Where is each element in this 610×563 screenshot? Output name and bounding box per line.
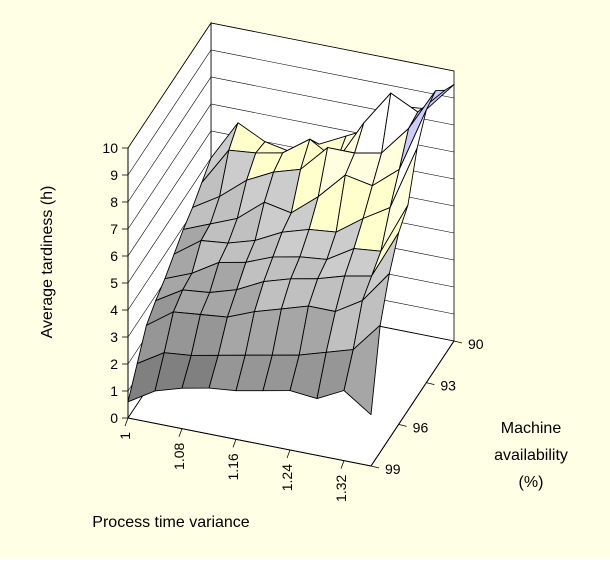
z-tick-label: 1 (110, 383, 118, 399)
z-tick-label: 10 (102, 140, 118, 156)
y-tick (398, 423, 407, 427)
axis-edges (127, 148, 455, 467)
y-axis-title-line-3: (%) (519, 474, 544, 491)
y-axis-title-line-1: Machine (501, 420, 562, 437)
x-tick (178, 428, 183, 437)
y-tick-label: 96 (413, 419, 429, 435)
z-tick-label: 9 (110, 167, 118, 183)
z-tick-label: 8 (110, 194, 118, 210)
y-tick-label: 99 (385, 461, 401, 477)
x-tick (286, 449, 291, 459)
x-tick-label: 1.32 (333, 474, 349, 501)
surface-plot (127, 84, 455, 416)
y-tick (426, 382, 435, 386)
x-tick (340, 460, 345, 469)
axis-labels: Average tardiness (h) Process time varia… (39, 186, 568, 531)
surface-cell (343, 324, 381, 416)
y-axis-title-line-2: availability (494, 447, 568, 464)
x-tick (124, 417, 129, 427)
x-tick-label: 1.08 (171, 442, 187, 469)
z-gridline (127, 76, 455, 203)
y-tick-label: 93 (440, 378, 456, 394)
z-tick-label: 6 (110, 248, 118, 264)
y-tick-label: 90 (468, 336, 484, 352)
z-gridline (127, 22, 455, 149)
z-tick-label: 3 (110, 329, 118, 345)
y-tick (453, 340, 463, 344)
z-axis-title: Average tardiness (h) (39, 186, 56, 339)
z-tick-label: 4 (110, 302, 118, 318)
z-tick-label: 5 (110, 275, 118, 291)
x-tick-label: 1.24 (279, 464, 295, 491)
y-tick (370, 465, 380, 469)
x-tick (232, 439, 237, 448)
chart-axes: 0 1 2 3 4 5 6 7 8 9 10 1 1.08 1.16 1.24 1.32 90 93 96 99 (102, 140, 483, 502)
x-axis-title: Process time variance (92, 514, 249, 531)
z-tick-label: 2 (110, 356, 118, 372)
z-gridline (127, 49, 455, 176)
x-tick-label: 1 (117, 432, 133, 440)
z-tick-label: 0 (110, 410, 118, 426)
z-tick-label: 7 (110, 221, 118, 237)
x-tick-label: 1.16 (225, 453, 241, 480)
